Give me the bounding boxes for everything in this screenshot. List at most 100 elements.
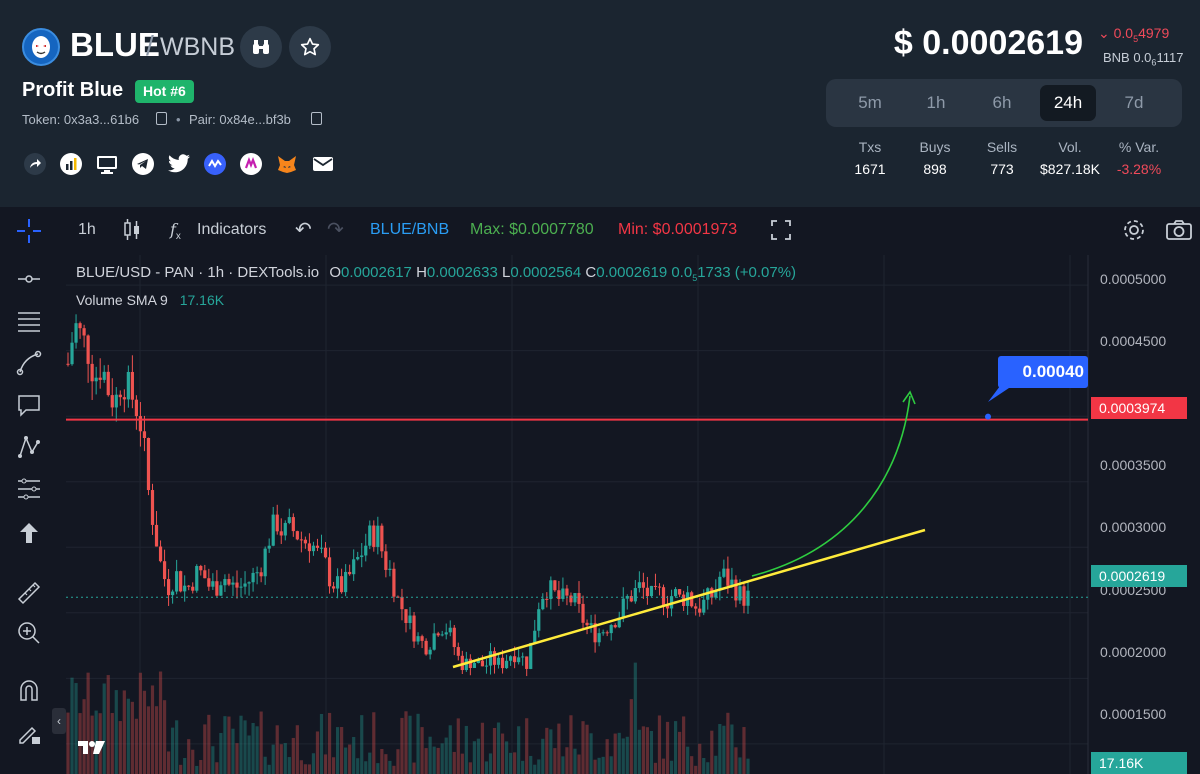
star-icon	[300, 37, 320, 56]
tab-1h[interactable]: 1h	[926, 93, 946, 112]
ohlc-legend: BLUE/USD - PAN · 1h · DEXTools.io O0.000…	[76, 264, 796, 283]
fullscreen-button[interactable]	[770, 210, 792, 250]
zoom-tool[interactable]	[14, 618, 44, 648]
indicators-icon[interactable]: fx	[170, 220, 181, 243]
max-price: Max: $0.0007780	[470, 221, 594, 238]
monitor-icon[interactable]	[94, 151, 120, 177]
legend-low: 0.0002564	[510, 264, 582, 281]
stat-value: 898	[923, 161, 947, 177]
metamask-icon[interactable]	[274, 151, 300, 177]
y-tick: 0.0003500	[1100, 457, 1167, 473]
binoculars-icon	[253, 40, 269, 54]
token-header: BLUE / WBNB Profit Blue Hot #6 Token: 0x…	[0, 0, 1200, 207]
down-arrow-icon: ⌄	[1098, 25, 1110, 41]
legend-c-label: C	[585, 264, 597, 281]
volume-tag: 17.16K	[1091, 752, 1187, 774]
binoculars-button[interactable]	[240, 26, 282, 68]
project-name: Profit Blue	[22, 79, 124, 101]
legend-high: 0.0002633	[426, 264, 498, 281]
screenshot-button[interactable]	[1166, 210, 1192, 250]
interval-button[interactable]: 1h	[78, 221, 96, 238]
camera-icon	[1166, 220, 1192, 240]
tab-5m[interactable]: 5m	[858, 93, 882, 112]
lock-draw-tool[interactable]	[14, 718, 44, 748]
stat-label: Sells	[986, 139, 1018, 155]
stat-variation: % Var. -3.28%	[1104, 139, 1174, 177]
text-tool[interactable]	[14, 390, 44, 420]
stat-value: -3.28%	[1116, 161, 1162, 177]
crosshair-tool[interactable]	[14, 216, 44, 246]
pattern-tool[interactable]	[14, 432, 44, 462]
symbol-label: BLUE/BNB	[370, 221, 450, 238]
stat-label: Vol.	[1058, 139, 1082, 155]
stat-value: 773	[990, 161, 1014, 177]
y-tick: 0.0002000	[1100, 644, 1167, 660]
telegram-icon[interactable]	[130, 151, 156, 177]
tradingview-logo[interactable]	[76, 738, 108, 761]
redo-icon[interactable]: ↷	[327, 219, 344, 241]
base-symbol: BLUE	[70, 26, 160, 63]
indicators-button[interactable]: Indicators	[197, 221, 267, 238]
candles-icon	[124, 219, 139, 240]
bnb-price: BNB 0.061117	[1103, 50, 1183, 68]
hot-badge: Hot #6	[135, 80, 194, 103]
stat-buys: Buys 898	[910, 139, 960, 177]
legend-o-label: O	[329, 264, 341, 281]
pair-address: Pair: 0x84e...bf3b	[189, 112, 291, 127]
chart-icon[interactable]	[58, 151, 84, 177]
share-icon[interactable]	[22, 151, 48, 177]
ruler-tool[interactable]	[14, 578, 44, 608]
y-tick: 0.0001500	[1100, 706, 1167, 722]
legend-title: BLUE/USD - PAN · 1h · DEXTools.io	[76, 264, 320, 281]
stat-value: $827.18K	[1040, 161, 1100, 177]
copy-token-icon[interactable]	[156, 112, 167, 125]
bnb-value: BNB 0.0	[1103, 50, 1152, 65]
bnb-subscript: 6	[1151, 57, 1157, 68]
brush-tool[interactable]	[14, 348, 44, 378]
social-links	[22, 151, 336, 177]
legend-l-label: L	[501, 264, 511, 281]
candle-type-button[interactable]	[122, 210, 142, 250]
settings-button[interactable]	[1122, 210, 1146, 250]
magnet-tool[interactable]	[14, 676, 44, 706]
legend-close: 0.0002619	[596, 264, 668, 281]
prediction-tool[interactable]	[14, 474, 44, 504]
volume-value: 17.16K	[179, 292, 225, 308]
pair-separator: /	[146, 30, 154, 61]
quote-symbol: WBNB	[160, 33, 235, 61]
stat-label: Buys	[919, 139, 951, 155]
target-price-callout[interactable]: 0.00040	[998, 356, 1088, 388]
bnb-tail: 1117	[1156, 50, 1184, 65]
change-subscript: 5	[1133, 33, 1139, 44]
change-tail: 4979	[1138, 25, 1170, 41]
undo-icon[interactable]: ↶	[295, 219, 312, 241]
dextools-icon[interactable]	[238, 151, 264, 177]
tradingview-icon	[78, 741, 105, 754]
y-tick: 0.0005000	[1100, 271, 1167, 287]
arrow-up-tool[interactable]	[14, 518, 44, 548]
tab-7d[interactable]: 7d	[1124, 93, 1144, 112]
email-icon[interactable]	[310, 151, 336, 177]
fib-tool[interactable]	[14, 306, 44, 336]
legend-delta-sub: 5	[692, 273, 698, 283]
volume-label: Volume SMA 9	[76, 292, 168, 308]
legend-open: 0.0002617	[340, 264, 412, 281]
coinmarketcap-icon[interactable]	[202, 151, 228, 177]
favorite-button[interactable]	[289, 26, 331, 68]
tab-24h[interactable]: 24h	[1040, 85, 1096, 121]
copy-pair-icon[interactable]	[311, 112, 322, 125]
stat-label: % Var.	[1118, 139, 1160, 155]
legend-delta: 0.0	[671, 264, 693, 281]
stat-value: 1671	[854, 161, 886, 177]
stat-txs: Txs 1671	[845, 139, 895, 177]
resistance-price-tag: 0.0003974	[1091, 397, 1187, 419]
volume-legend: Volume SMA 9 17.16K	[76, 292, 224, 308]
collapse-toolbar-button[interactable]: ‹	[52, 708, 66, 734]
twitter-icon[interactable]	[166, 151, 192, 177]
mask-icon	[32, 36, 50, 58]
horizontal-line-tool[interactable]	[14, 264, 44, 294]
tab-6h[interactable]: 6h	[992, 93, 1012, 112]
price-change: ⌄ 0.054979	[1098, 25, 1169, 44]
gear-icon	[1124, 220, 1144, 240]
chart-panel	[0, 207, 1200, 774]
